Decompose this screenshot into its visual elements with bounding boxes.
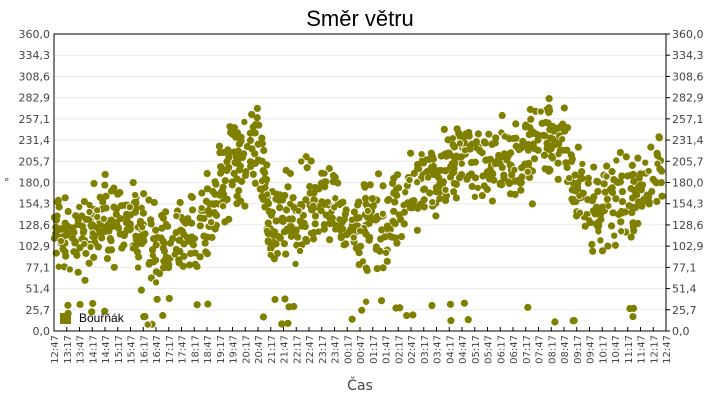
x-tick: 23:47 [331, 335, 342, 364]
x-tick: 14:47 [101, 335, 112, 364]
x-tick: 22:47 [305, 335, 316, 364]
x-tick: 01:17 [369, 335, 380, 364]
y-tick-right: 154,3 [672, 198, 704, 211]
y-tick-left: 257,1 [19, 113, 51, 126]
data-points [50, 95, 666, 329]
y-tick-left: 205,7 [19, 155, 51, 168]
y-tick-right: 102,9 [672, 240, 704, 253]
x-tick: 00:47 [356, 335, 367, 364]
y-tick-left: 360,0 [19, 28, 51, 41]
x-tick: 15:47 [127, 335, 138, 364]
x-tick: 16:47 [152, 335, 163, 364]
x-tick: 00:17 [343, 335, 354, 364]
legend: Bouřňák [60, 311, 124, 325]
y-tick-left: 102,9 [19, 240, 51, 253]
x-tick: 12:17 [649, 335, 660, 364]
y-tick-right: 257,1 [672, 113, 704, 126]
x-tick: 18:47 [203, 335, 214, 364]
legend-swatch [60, 312, 71, 324]
y-tick-left: 25,7 [26, 304, 51, 317]
x-tick: 13:17 [63, 335, 74, 364]
y-tick-right: 180,0 [672, 177, 704, 190]
y-tick-right: 360,0 [672, 28, 704, 41]
x-tick: 21:17 [267, 335, 278, 364]
x-tick: 07:17 [522, 335, 533, 364]
x-tick: 20:47 [254, 335, 265, 364]
x-tick: 04:17 [445, 335, 456, 364]
legend-label: Bouřňák [79, 311, 124, 325]
x-tick: 17:17 [165, 335, 176, 364]
x-tick: 09:47 [586, 335, 597, 364]
x-tick: 11:47 [637, 335, 648, 364]
x-tick: 04:47 [458, 335, 469, 364]
x-tick: 14:17 [88, 335, 99, 364]
x-tick: 13:47 [76, 335, 87, 364]
x-tick: 07:47 [535, 335, 546, 364]
y-tick-right: 308,6 [672, 70, 704, 83]
x-tick: 10:47 [611, 335, 622, 364]
x-tick: 02:17 [394, 335, 405, 364]
x-tick: 19:17 [216, 335, 227, 364]
y-tick-left: 231,4 [19, 134, 51, 147]
x-tick: 02:47 [407, 335, 418, 364]
x-tick: 06:47 [509, 335, 520, 364]
x-tick: 17:47 [178, 335, 189, 364]
y-tick-left: 77,1 [26, 261, 51, 274]
y-tick-right: 334,3 [672, 49, 704, 62]
x-tick: 05:47 [484, 335, 495, 364]
x-tick: 01:47 [382, 335, 393, 364]
x-tick: 05:17 [471, 335, 482, 364]
x-tick: 10:17 [598, 335, 609, 364]
x-tick: 12:47 [50, 335, 61, 364]
x-tick: 09:17 [573, 335, 584, 364]
x-tick: 22:17 [292, 335, 303, 364]
y-tick-right: 51,4 [672, 283, 697, 296]
x-tick: 06:17 [496, 335, 507, 364]
y-tick-left: 0,0 [33, 325, 51, 338]
x-tick: 21:47 [280, 335, 291, 364]
y-tick-left: 51,4 [26, 283, 51, 296]
x-tick: 11:17 [624, 335, 635, 364]
x-tick: 03:47 [433, 335, 444, 364]
x-tick: 19:47 [229, 335, 240, 364]
y-tick-left: 154,3 [19, 198, 51, 211]
y-tick-right: 231,4 [672, 134, 704, 147]
y-tick-right: 0,0 [672, 325, 690, 338]
y-tick-right: 128,6 [672, 219, 704, 232]
y-tick-right: 77,1 [672, 261, 697, 274]
x-tick: 18:17 [190, 335, 201, 364]
y-tick-left: 334,3 [19, 49, 51, 62]
x-tick: 12:47 [662, 335, 673, 364]
x-tick: 03:17 [420, 335, 431, 364]
x-tick: 23:17 [318, 335, 329, 364]
x-tick: 08:17 [547, 335, 558, 364]
x-tick: 08:47 [560, 335, 571, 364]
y-tick-left: 282,9 [19, 92, 51, 105]
x-tick: 20:17 [241, 335, 252, 364]
y-tick-right: 282,9 [672, 92, 704, 105]
y-axis-label: ° [4, 176, 10, 189]
x-axis-label: Čas [347, 376, 373, 394]
x-tick: 16:17 [139, 335, 150, 364]
chart-title: Směr větru [306, 6, 414, 31]
x-tick: 15:17 [114, 335, 125, 364]
y-tick-right: 205,7 [672, 155, 704, 168]
y-tick-left: 308,6 [19, 70, 51, 83]
y-tick-left: 128,6 [19, 219, 51, 232]
y-tick-right: 25,7 [672, 304, 697, 317]
y-tick-left: 180,0 [19, 177, 51, 190]
